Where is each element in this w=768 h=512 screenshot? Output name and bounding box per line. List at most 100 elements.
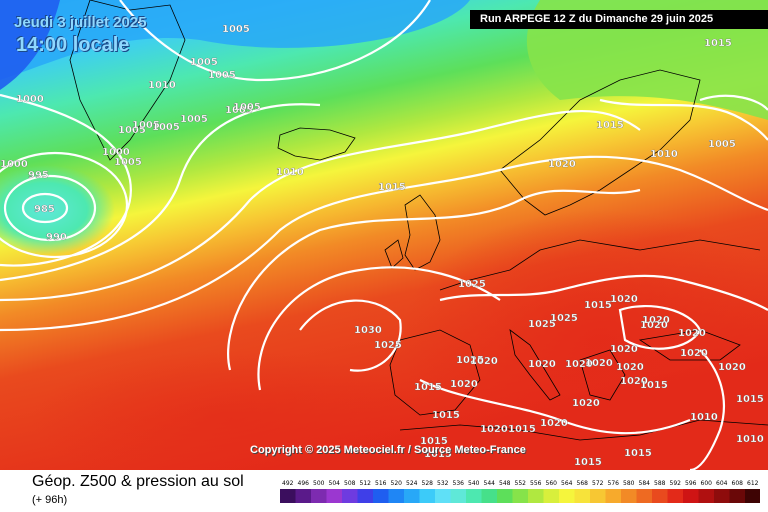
isobar-label: 1015 [574,457,602,468]
north-europe-coast [439,239,761,291]
color-scale-swatches [280,489,760,503]
color-scale-swatch [404,489,420,503]
color-scale-tick: 500 [313,480,325,487]
color-scale-tick: 524 [406,480,418,487]
valid-date-label: Jeudi 3 juillet 2025 [14,14,147,31]
isobar-label: 1015 [508,424,536,435]
lead-time-label: (+ 96h) [32,494,68,506]
isobar-label: 1025 [528,319,556,330]
isobar-1025 [257,266,501,391]
isobar-label: 1020 [642,315,670,326]
color-scale-swatch [729,489,745,503]
isobar-1020-east [439,274,768,311]
color-scale-swatch [543,489,559,503]
isobar-1005-north [119,0,431,82]
color-scale-swatch [342,489,358,503]
coldest-region [0,0,60,90]
isobar-1020 [227,188,641,371]
color-scale-tick: 516 [375,480,387,487]
british-isles-coast [404,194,441,271]
color-scale-tick: 568 [577,480,589,487]
color-scale-tick: 592 [670,480,682,487]
isobar-label: 1020 [528,359,556,370]
color-scale-tick: 560 [546,480,558,487]
color-scale-swatch [435,489,451,503]
isobar-label: 1020 [565,359,593,370]
isobar-label: 1000 [0,159,28,170]
color-scale-swatch [388,489,404,503]
color-scale-tick: 544 [484,480,496,487]
color-scale-swatch [590,489,606,503]
isobar-label: 1005 [708,139,736,150]
isobar-label: 1020 [540,418,568,429]
color-scale-swatch [683,489,699,503]
color-scale-tick: 556 [530,480,542,487]
isobar-1005-ne [699,94,768,111]
color-scale-tick: 504 [329,480,341,487]
isobar-label: 1005 [180,114,208,125]
isobar-label: 1020 [470,356,498,367]
isobar-1000 [0,93,132,267]
color-scale-tick: 540 [468,480,480,487]
coastlines [69,0,768,441]
color-scale-swatch [419,489,435,503]
isobar-label: 1020 [480,424,508,435]
run-info-box: Run ARPEGE 12 Z du Dimanche 29 juin 2025 [470,10,768,29]
isobar-label: 1020 [616,362,644,373]
italy-coast [509,329,561,401]
isobar-label: 1005 [190,57,218,68]
isobar-1015-south [419,379,691,435]
isobar-label: 1025 [458,279,486,290]
isobar-label: 1020 [620,376,648,387]
color-scale-tick: 588 [654,480,666,487]
isobars [0,0,768,470]
color-scale-tick: 552 [515,480,527,487]
black-sea-coast [638,329,741,361]
isobar-label: 1005 [225,105,253,116]
isobar-labels: 1005100510051015101010001005100510051005… [0,24,764,468]
color-scale-tick: 596 [685,480,697,487]
isobar-label: 1015 [584,300,612,311]
isobar-label: 1020 [610,344,638,355]
color-scale-swatch [574,489,590,503]
color-scale-tick: 608 [732,480,744,487]
north-africa-coast [399,419,768,441]
color-scale-swatch [466,489,482,503]
warm-air-region-west [30,350,430,470]
color-scale-tick: 520 [391,480,403,487]
isobar-label: 1005 [132,120,160,131]
isobar-label: 1020 [680,348,708,359]
color-scale-swatch [357,489,373,503]
isobar-label: 1020 [450,379,478,390]
isobar-label: 1015 [424,449,452,460]
isobar-1030 [299,299,402,372]
isobar-label: 1010 [736,434,764,445]
color-scale-swatch [512,489,528,503]
product-title: Géop. Z500 & pression au sol [32,473,244,490]
isobar-label: 1005 [118,125,146,136]
color-scale-tick: 496 [298,480,310,487]
color-scale-tick: 604 [716,480,728,487]
isobar-label: 1020 [718,362,746,373]
color-scale-swatch [528,489,544,503]
isobar-label: 995 [28,170,49,181]
color-scale-swatch [481,489,497,503]
color-scale-swatch [667,489,683,503]
copyright-label: Copyright © 2025 Meteociel.fr / Source M… [250,444,526,456]
isobar-label: 1030 [354,325,382,336]
color-scale-tick: 584 [639,480,651,487]
isobar-label: 1015 [704,38,732,49]
isobar-1020-cell [618,305,702,350]
iceland-coast [277,127,356,161]
isobar-label: 1010 [690,412,718,423]
isobar-label: 1015 [414,382,442,393]
isobar-label: 1020 [678,328,706,339]
warm-air-region [400,210,768,470]
isobar-995 [0,151,129,259]
weather-map: 1005 1005 1005 1015 1010 1000 1005 1005 1005 1005… [0,0,768,470]
isobar-label: 1005 [114,157,142,168]
cold-air-region [0,0,470,80]
color-scale-tick: 548 [499,480,511,487]
isobar-label: 1020 [585,358,613,369]
color-scale-tick: 532 [437,480,449,487]
